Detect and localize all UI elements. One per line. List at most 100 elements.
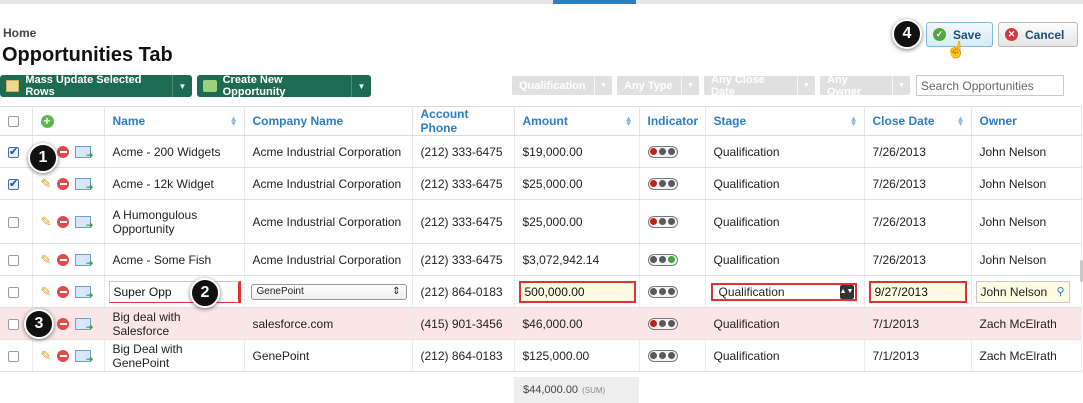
- cell-company[interactable]: GenePoint: [244, 339, 413, 372]
- row-checkbox[interactable]: [8, 216, 19, 228]
- cell-close-date[interactable]: 7/26/2013: [864, 199, 972, 244]
- table-row[interactable]: ✎ Acme - 12k Widget Acme Industrial Corp…: [0, 167, 1082, 200]
- cancel-button[interactable]: ✕ Cancel: [998, 22, 1078, 47]
- cell-stage[interactable]: Qualification: [705, 167, 865, 200]
- column-header-phone[interactable]: Account Phone: [412, 106, 515, 136]
- owner-lookup-field[interactable]: John Nelson ⚲: [975, 280, 1070, 303]
- cell-phone[interactable]: (212) 333-6475: [412, 135, 515, 168]
- cell-phone[interactable]: (212) 864-0183: [412, 275, 515, 308]
- add-row-icon[interactable]: +: [40, 114, 54, 128]
- magnifier-icon[interactable]: ⚲: [1056, 286, 1065, 298]
- row-checkbox[interactable]: [8, 177, 19, 190]
- cell-owner[interactable]: John Nelson: [971, 199, 1082, 244]
- cell-amount[interactable]: $125,000.00: [514, 339, 640, 372]
- delete-icon[interactable]: [57, 285, 70, 298]
- cell-stage[interactable]: Qualification: [705, 243, 865, 276]
- table-row[interactable]: ✎ Acme - 200 Widgets Acme Industrial Cor…: [0, 135, 1082, 168]
- cell-name[interactable]: Big deal with Salesforce: [104, 307, 245, 340]
- cell-name[interactable]: A Humongulous Opportunity: [104, 199, 245, 244]
- cell-close-date[interactable]: 7/26/2013: [864, 135, 972, 168]
- cell-company[interactable]: Acme Industrial Corporation: [244, 167, 413, 200]
- delete-icon[interactable]: [57, 215, 70, 228]
- email-icon[interactable]: [75, 349, 93, 365]
- delete-icon[interactable]: [57, 145, 70, 158]
- filter-type[interactable]: Any Type ▼: [617, 76, 699, 95]
- cell-stage[interactable]: Qualification: [705, 199, 865, 244]
- filter-owner[interactable]: Any Owner ▼: [820, 74, 910, 98]
- cell-phone[interactable]: (212) 864-0183: [412, 339, 515, 372]
- cell-company[interactable]: Acme Industrial Corporation: [244, 135, 413, 168]
- column-header-owner[interactable]: Owner: [971, 106, 1082, 136]
- cell-phone[interactable]: (212) 333-6475: [412, 243, 515, 276]
- scrollbar-handle[interactable]: [1080, 260, 1083, 282]
- cell-amount[interactable]: $46,000.00: [514, 307, 640, 340]
- column-header-close-date[interactable]: Close Date ▲ ▼: [864, 106, 972, 136]
- cell-phone[interactable]: (415) 901-3456: [412, 307, 515, 340]
- cell-stage[interactable]: Qualification: [705, 307, 865, 340]
- table-row[interactable]: ✎ A Humongulous Opportunity Acme Industr…: [0, 199, 1082, 244]
- cell-amount[interactable]: $25,000.00: [514, 167, 640, 200]
- filter-close-date[interactable]: Any Close Date ▼: [704, 74, 815, 98]
- row-checkbox[interactable]: [8, 318, 19, 330]
- cell-phone[interactable]: (212) 333-6475: [412, 199, 515, 244]
- column-header-company[interactable]: Company Name: [244, 106, 413, 136]
- cell-company[interactable]: Acme Industrial Corporation: [244, 199, 413, 244]
- save-button[interactable]: ✓ Save: [926, 22, 993, 47]
- cell-close-date[interactable]: 7/1/2013: [864, 307, 972, 340]
- table-row[interactable]: ✎ Big deal with Salesforce salesforce.co…: [0, 307, 1082, 340]
- create-opportunity-button[interactable]: Create New Opportunity ▼: [197, 74, 371, 98]
- cell-name[interactable]: Acme - 12k Widget: [104, 167, 245, 200]
- table-row[interactable]: ✎ Big Deal with GenePoint GenePoint (212…: [0, 339, 1082, 372]
- column-header-stage[interactable]: Stage ▲ ▼: [705, 106, 865, 136]
- cell-close-date[interactable]: 7/26/2013: [864, 243, 972, 276]
- edit-pencil-icon[interactable]: ✎: [40, 251, 52, 267]
- select-all-checkbox[interactable]: [8, 116, 19, 128]
- cell-company[interactable]: salesforce.com: [244, 307, 413, 340]
- delete-icon[interactable]: [57, 253, 70, 266]
- row-checkbox[interactable]: [8, 286, 19, 298]
- cell-name[interactable]: Acme - 200 Widgets: [104, 135, 245, 168]
- cell-name[interactable]: Acme - Some Fish: [104, 243, 245, 276]
- email-icon[interactable]: [75, 215, 93, 231]
- chevron-down-icon[interactable]: ▼: [172, 75, 192, 97]
- cell-amount[interactable]: $19,000.00: [514, 135, 640, 168]
- email-icon[interactable]: [75, 145, 93, 161]
- editing-row[interactable]: ✎ GenePoint ⇕ (212) 864-0183 Qualificatio…: [0, 275, 1082, 308]
- row-checkbox[interactable]: [8, 350, 19, 362]
- cell-stage[interactable]: Qualification: [705, 135, 865, 168]
- stage-select[interactable]: Qualification ▲▼: [710, 282, 857, 301]
- cell-owner[interactable]: Zach McElrath: [971, 307, 1082, 340]
- row-checkbox[interactable]: [8, 145, 19, 158]
- delete-icon[interactable]: [57, 349, 70, 362]
- edit-pencil-icon[interactable]: ✎: [40, 283, 52, 299]
- cell-name[interactable]: Big Deal with GenePoint: [104, 339, 245, 372]
- cell-owner[interactable]: John Nelson: [971, 243, 1082, 276]
- name-field[interactable]: [108, 280, 241, 303]
- filter-stage[interactable]: Qualification ▼: [512, 76, 612, 95]
- cell-close-date[interactable]: 7/26/2013: [864, 167, 972, 200]
- company-select[interactable]: GenePoint ⇕: [250, 283, 407, 300]
- cell-owner[interactable]: Zach McElrath: [971, 339, 1082, 372]
- breadcrumb[interactable]: Home: [3, 26, 37, 40]
- email-icon[interactable]: [75, 285, 93, 301]
- cell-phone[interactable]: (212) 333-6475: [412, 167, 515, 200]
- delete-icon[interactable]: [57, 317, 70, 330]
- email-icon[interactable]: [75, 317, 93, 333]
- email-icon[interactable]: [75, 253, 93, 269]
- search-input[interactable]: [916, 75, 1064, 96]
- cell-owner[interactable]: John Nelson: [971, 167, 1082, 200]
- edit-pencil-icon[interactable]: ✎: [40, 213, 52, 229]
- cell-close-date[interactable]: 7/1/2013: [864, 339, 972, 372]
- delete-icon[interactable]: [57, 177, 70, 190]
- email-icon[interactable]: [75, 177, 93, 193]
- amount-field[interactable]: [518, 280, 636, 303]
- edit-pencil-icon[interactable]: ✎: [40, 347, 52, 363]
- edit-pencil-icon[interactable]: ✎: [40, 175, 52, 191]
- column-header-name[interactable]: Name ▲ ▼: [104, 106, 245, 136]
- chevron-down-icon[interactable]: ▼: [351, 75, 371, 97]
- column-header-amount[interactable]: Amount ▲ ▼: [514, 106, 640, 136]
- row-checkbox[interactable]: [8, 254, 19, 266]
- column-header-indicator[interactable]: Indicator: [639, 106, 706, 136]
- cell-amount[interactable]: $3,072,942.14: [514, 243, 640, 276]
- cell-stage[interactable]: Qualification: [705, 339, 865, 372]
